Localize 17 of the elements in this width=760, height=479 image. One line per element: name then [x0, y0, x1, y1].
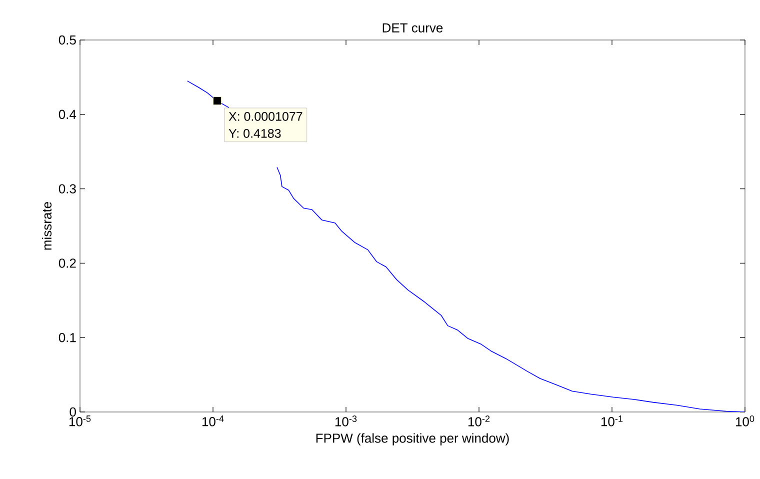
x-tick-label: 10$^{-4}$	[202, 416, 224, 426]
y-tick-label: 0.3	[58, 184, 76, 194]
annotation: Y: 0.4183	[228, 128, 281, 138]
chart-title: DET curve	[382, 23, 443, 32]
y-tick-label: 0.4	[58, 110, 76, 119]
x-tick-label: 10$^{-1}$	[601, 416, 623, 426]
y-tick-label: 0	[70, 407, 76, 417]
annotation: X: 0.0001077	[228, 112, 302, 121]
y-tick-label: 0.2	[58, 258, 76, 268]
y-tick-label: 0.1	[58, 332, 76, 342]
x-tick-label: 10$^{-3}$	[335, 416, 357, 426]
x-tick-label: 10$^{0}$	[736, 416, 754, 426]
y-tick-label: 0.5	[58, 35, 76, 45]
x-tick-label: 10$^{-5}$	[69, 416, 91, 426]
x-axis-title: FPPW (false positive per window)	[316, 433, 509, 446]
y-axis-title: missrate	[42, 202, 52, 250]
x-tick-label: 10$^{-2}$	[468, 416, 490, 426]
